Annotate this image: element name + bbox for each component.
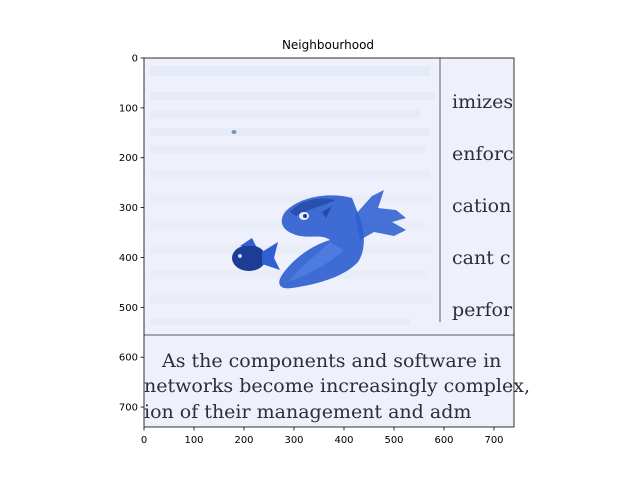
x-tick-label: 100 (184, 435, 203, 446)
x-tick-label: 500 (384, 435, 403, 446)
x-tick-label: 300 (284, 435, 303, 446)
big-fish-drawing (279, 190, 406, 289)
x-tick-label: 200 (234, 435, 253, 446)
x-tick-label: 400 (334, 435, 353, 446)
right-column-line: cant c (452, 247, 511, 269)
y-tick-label: 100 (119, 103, 138, 114)
bottom-text: As the components and software in networ… (144, 350, 530, 423)
y-tick-label: 500 (119, 303, 138, 314)
y-axis: 0 100 200 300 400 500 600 700 (119, 54, 144, 414)
right-column-line: perfor (452, 299, 513, 321)
x-tick-label: 700 (484, 435, 503, 446)
x-tick-label: 0 (141, 435, 147, 446)
bottom-text-line: As the components and software in (161, 350, 501, 372)
bottom-text-line: networks become increasingly complex, (144, 375, 530, 397)
y-tick-label: 0 (132, 54, 138, 65)
x-axis: 0 100 200 300 400 500 600 700 (141, 427, 504, 446)
figure-title: Neighbourhood (282, 38, 374, 52)
right-column-line: imizes (452, 91, 513, 113)
y-tick-label: 600 (119, 353, 138, 364)
y-tick-label: 700 (119, 403, 138, 414)
bottom-text-line: ion of their management and adm (144, 401, 471, 423)
right-column-line: enforc (452, 143, 514, 165)
axes-frame (143, 57, 515, 428)
small-fish-drawing (232, 238, 280, 271)
image-area: imizes enforc cation cant c perfor As th… (144, 58, 530, 427)
right-column-line: cation (452, 195, 511, 217)
y-tick-label: 200 (119, 153, 138, 164)
y-tick-label: 300 (119, 203, 138, 214)
right-column-text: imizes enforc cation cant c perfor (452, 91, 514, 321)
speck-mark (231, 130, 237, 134)
y-tick-label: 400 (119, 253, 138, 264)
x-tick-label: 600 (434, 435, 453, 446)
